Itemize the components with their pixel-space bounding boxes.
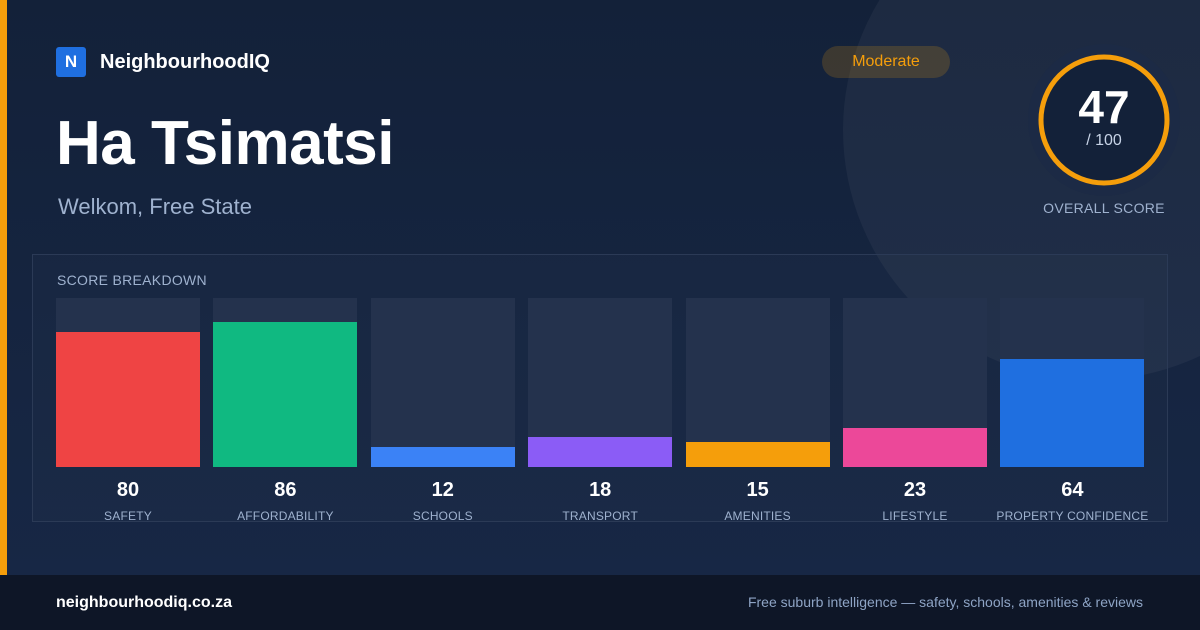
overall-score-max: / 100 xyxy=(1086,132,1122,149)
score-bar-chart: 80 SAFETY 86 AFFORDABILITY 12 SCHOOLS 18 TRANSP… xyxy=(33,255,1169,523)
bar-value-label: 12 xyxy=(431,479,454,501)
bar-fill xyxy=(528,436,673,467)
overall-score-value: 47 xyxy=(1078,81,1130,133)
bar-column-affordability: 86 AFFORDABILITY xyxy=(213,298,358,523)
bar-category-label: LIFESTYLE xyxy=(882,509,948,523)
bar-track xyxy=(370,298,515,467)
brand[interactable]: N NeighbourhoodIQ xyxy=(56,46,270,78)
bar-column-lifestyle: 23 LIFESTYLE xyxy=(843,298,987,523)
bar-fill xyxy=(56,331,200,467)
bar-value-label: 23 xyxy=(903,479,927,501)
footer-url[interactable]: neighbourhoodiq.co.za xyxy=(56,594,232,611)
bar-column-schools: 12 SCHOOLS xyxy=(370,298,515,523)
bar-category-label: SCHOOLS xyxy=(412,509,473,523)
bar-fill xyxy=(843,428,987,467)
bar-category-label: AMENITIES xyxy=(724,509,791,523)
suburb-location: Welkom, Free State xyxy=(58,194,252,219)
bar-fill xyxy=(1000,358,1145,467)
overall-score-ring: 47 / 100 xyxy=(1028,44,1180,196)
bar-value-label: 86 xyxy=(274,479,297,501)
bar-track xyxy=(1000,298,1145,467)
bar-column-safety: 80 SAFETY xyxy=(56,298,200,523)
accent-bar xyxy=(0,0,7,575)
score-ring-progress xyxy=(1038,54,1170,186)
footer: neighbourhoodiq.co.za Free suburb intell… xyxy=(0,575,1200,630)
bar-value-label: 80 xyxy=(116,479,140,501)
brand-logo-icon: N xyxy=(56,47,86,77)
brand-name: NeighbourhoodIQ xyxy=(100,50,270,73)
bar-track xyxy=(685,298,830,467)
bar-fill xyxy=(685,441,830,467)
bar-value-label: 15 xyxy=(746,479,769,501)
bar-value-label: 18 xyxy=(589,479,612,501)
bar-track xyxy=(528,298,673,467)
rating-badge: Moderate xyxy=(822,46,950,78)
footer-tagline: Free suburb intelligence — safety, schoo… xyxy=(747,594,1143,610)
bar-track xyxy=(56,298,200,467)
breakdown-title: SCORE BREAKDOWN xyxy=(57,272,207,288)
bar-category-label: TRANSPORT xyxy=(562,509,638,523)
score-ring-graphic xyxy=(1028,44,1180,196)
bar-category-label: SAFETY xyxy=(104,509,152,523)
suburb-title: Ha Tsimatsi xyxy=(56,109,394,178)
bar-value-label: 64 xyxy=(1061,479,1084,501)
score-breakdown-panel: SCORE BREAKDOWN 80 SAFETY 86 AFFORDABILITY 1… xyxy=(32,254,1169,523)
bar-track xyxy=(843,298,987,467)
bar-category-label: AFFORDABILITY xyxy=(237,509,334,523)
bar-category-label: PROPERTY CONFIDENCE xyxy=(996,509,1149,523)
bar-fill xyxy=(213,321,358,467)
bar-column-transport: 18 TRANSPORT xyxy=(528,298,673,523)
bar-track xyxy=(213,298,358,467)
bar-fill xyxy=(370,446,515,467)
bar-column-property-confidence: 64 PROPERTY CONFIDENCE xyxy=(996,298,1148,523)
bar-column-amenities: 15 AMENITIES xyxy=(685,298,830,523)
overall-score-label: OVERALL SCORE xyxy=(1043,200,1165,216)
share-card: N NeighbourhoodIQ Ha Tsimatsi Welkom, Fr… xyxy=(0,0,1200,575)
